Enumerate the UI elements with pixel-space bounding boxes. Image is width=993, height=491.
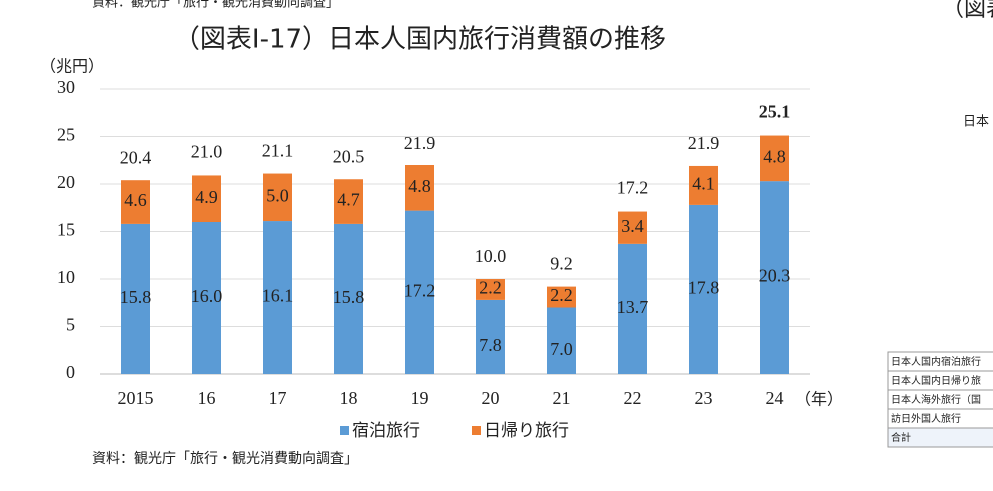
legend-swatch — [472, 426, 481, 435]
legend-label: 日帰り旅行 — [484, 421, 569, 441]
table-text: 訪日外国人旅行 — [891, 412, 961, 425]
value-label: 3.4 — [621, 216, 644, 236]
total-label: 20.5 — [333, 146, 365, 166]
bar-segment — [547, 286, 576, 308]
bar-segment — [121, 223, 150, 374]
y-tick-label: 15 — [57, 220, 75, 240]
total-label: 20.4 — [120, 147, 152, 167]
bar-segment — [192, 222, 221, 374]
value-label: 15.8 — [120, 287, 152, 307]
x-tick-label: 16 — [198, 388, 216, 408]
value-label: 17.8 — [688, 278, 720, 298]
bar-segment — [334, 179, 363, 224]
value-label: 4.7 — [337, 190, 360, 210]
bar-segment — [334, 223, 363, 374]
table-text: 日本人国内宿泊旅行 — [891, 355, 981, 368]
y-tick-label: 20 — [57, 172, 75, 192]
bar-segment — [476, 299, 505, 374]
value-label: 2.2 — [479, 278, 502, 298]
cropped-source: 資料：観光庁「旅行・観光消費動向調査」 — [92, 0, 339, 11]
value-label: 2.2 — [550, 285, 573, 305]
table-text: 日本人海外旅行（国 — [891, 393, 981, 406]
value-label: 7.0 — [550, 339, 573, 359]
y-axis-label: （兆円） — [40, 57, 104, 76]
legend-label: 宿泊旅行 — [352, 421, 420, 441]
legend-swatch — [340, 426, 349, 435]
y-tick-label: 10 — [57, 267, 75, 287]
value-label: 4.8 — [408, 176, 431, 196]
value-label: 17.2 — [404, 280, 436, 300]
y-tick-label: 0 — [66, 362, 75, 382]
x-tick-label: 21 — [553, 388, 571, 408]
value-label: 16.1 — [262, 286, 294, 306]
value-label: 15.8 — [333, 287, 365, 307]
bar-segment — [263, 173, 292, 222]
x-tick-label: 17 — [269, 388, 287, 408]
bar-segment — [618, 243, 647, 374]
value-label: 5.0 — [266, 185, 289, 205]
bar-segment — [405, 210, 434, 374]
y-tick-label: 25 — [57, 125, 75, 145]
total-label: 21.9 — [688, 133, 720, 153]
cropped-label: 日本 — [963, 115, 989, 130]
table-text: 合計 — [891, 431, 911, 444]
x-tick-label: 23 — [695, 388, 713, 408]
bar-segment — [618, 211, 647, 244]
table-cell — [887, 427, 993, 448]
x-tick-label: 22 — [624, 388, 642, 408]
bar-segment — [263, 221, 292, 374]
x-tick-label: 19 — [411, 388, 429, 408]
value-label: 4.8 — [763, 146, 786, 166]
total-label: 9.2 — [550, 254, 573, 274]
source: 資料：観光庁「旅行・観光消費動向調査」 — [92, 450, 358, 467]
value-label: 4.1 — [692, 174, 715, 194]
total-label: 17.2 — [617, 178, 649, 198]
bar-segment — [192, 175, 221, 222]
value-label: 16.0 — [191, 286, 223, 306]
total-label: 25.1 — [759, 102, 791, 122]
value-label: 7.8 — [479, 335, 502, 355]
total-label: 21.0 — [191, 142, 223, 162]
x-axis-label: （年） — [795, 390, 843, 409]
value-label: 4.9 — [195, 187, 218, 207]
y-tick-label: 30 — [57, 77, 75, 97]
x-tick-label: 2015 — [118, 388, 154, 408]
bar-segment — [405, 165, 434, 211]
x-tick-label: 18 — [340, 388, 358, 408]
total-label: 21.9 — [404, 133, 436, 153]
y-tick-label: 5 — [66, 315, 75, 335]
table-text: 日本人国内日帰り旅 — [891, 374, 981, 387]
bar-segment — [689, 204, 718, 374]
x-tick-label: 24 — [766, 388, 784, 408]
bar-segment — [476, 279, 505, 300]
total-label: 21.1 — [262, 141, 294, 161]
bar-segment — [760, 181, 789, 374]
total-label: 10.0 — [475, 246, 507, 266]
chart-title: （図表Ⅰ-17）日本人国内旅行消費額の推移 — [174, 25, 666, 55]
bar-segment — [689, 165, 718, 205]
cropped-title: （図表 — [942, 0, 993, 22]
x-tick-label: 20 — [482, 388, 500, 408]
value-label: 20.3 — [759, 266, 791, 286]
bar-segment — [547, 307, 576, 374]
bar-segment — [121, 180, 150, 224]
value-label: 4.6 — [124, 190, 147, 210]
bar-segment — [760, 135, 789, 182]
value-label: 13.7 — [617, 297, 649, 317]
